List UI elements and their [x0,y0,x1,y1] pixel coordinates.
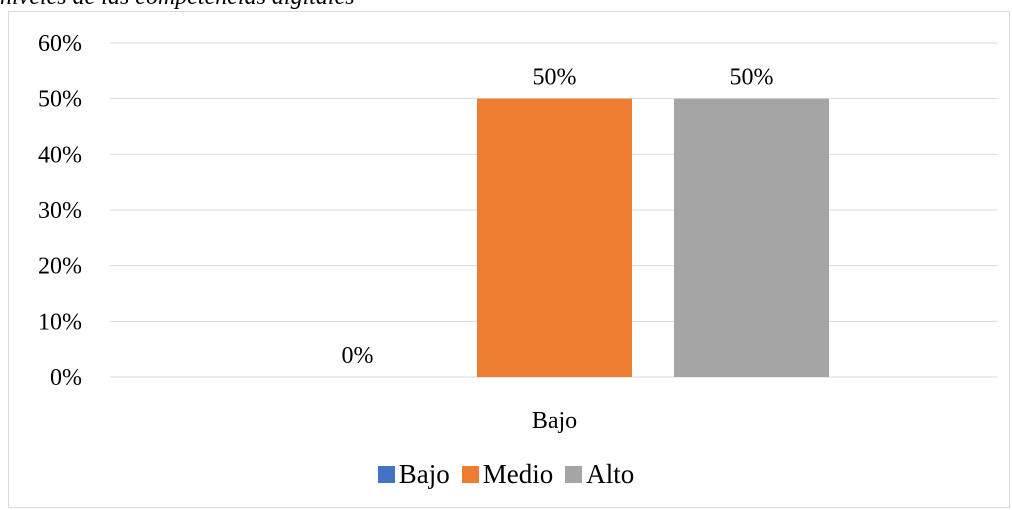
legend-swatch-bajo [377,466,395,483]
y-tick-label-2: 20% [38,254,82,280]
figure-caption-fragment: niveles de las competencias digitales [0,0,355,11]
legend-item-alto: Alto [565,459,634,490]
data-label-alto: 50% [730,65,774,91]
legend-item-medio: Medio [461,459,554,490]
legend-label-alto: Alto [586,459,635,489]
y-tick-label-6: 60% [38,31,82,57]
legend-label-bajo: Bajo [398,459,450,489]
y-tick-label-1: 10% [38,309,82,335]
legend-label-medio: Medio [482,459,554,489]
legend-swatch-medio [461,466,479,483]
legend-item-bajo: Bajo [377,459,450,490]
y-tick-label-4: 40% [38,142,82,168]
y-tick-label-0: 0% [50,365,82,391]
y-tick-label-3: 30% [38,198,82,224]
data-label-bajo: 0% [342,343,374,369]
legend-swatch-alto [565,466,583,483]
bar-medio [477,98,632,378]
y-tick-label-5: 50% [38,87,82,113]
x-tick-label-0: Bajo [532,408,577,434]
chart-legend: Bajo Medio Alto [0,459,1012,490]
bar-alto [674,98,829,378]
data-label-medio: 50% [533,65,577,91]
